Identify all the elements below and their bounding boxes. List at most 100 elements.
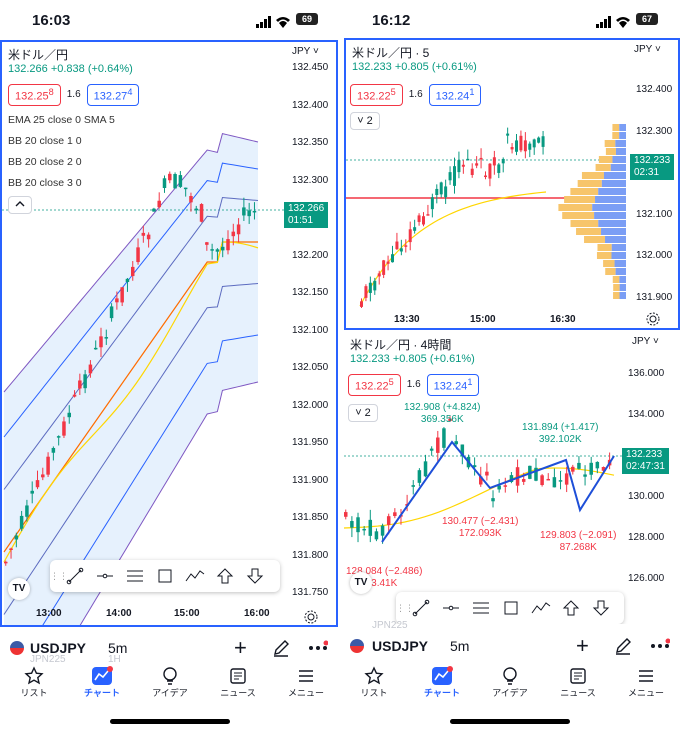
collapse-indicators-button[interactable] — [8, 196, 32, 214]
volume-profile-bar — [619, 284, 626, 291]
symbol-button[interactable]: USDJPY — [30, 640, 87, 656]
candle — [460, 444, 465, 457]
settings-gear-icon[interactable] — [304, 610, 318, 624]
interval-button[interactable]: 5m — [450, 638, 470, 654]
chart-pane-4h[interactable]: 米ドル／円 · 4時間 132.233 +0.805 (+0.61%) JPY … — [344, 332, 680, 624]
currency-selector[interactable]: JPY ˅ — [292, 46, 319, 57]
drag-handle-icon[interactable]: ⋮⋮ — [50, 570, 68, 581]
tab-menu[interactable]: メニュー — [616, 666, 676, 706]
tab-idea[interactable]: アイデア — [140, 666, 200, 706]
arrow-up-icon[interactable] — [556, 594, 586, 622]
settings-gear-icon[interactable] — [646, 312, 660, 326]
chart-header: 米ドル／円 · 4時間 132.233 +0.805 (+0.61%) — [350, 336, 475, 365]
candle — [528, 143, 532, 150]
rectangle-tool-icon[interactable] — [496, 594, 526, 622]
candle — [364, 286, 368, 298]
trendline-tool-icon[interactable] — [60, 562, 90, 590]
volume-profile-bar — [615, 148, 626, 155]
price-axis-label: 132.100 — [636, 208, 673, 220]
sell-button[interactable]: 132.258 — [8, 84, 61, 106]
interval-button[interactable]: 5m — [108, 640, 128, 656]
indicator-bb-2[interactable]: BB 20 close 2 0 — [8, 156, 82, 168]
more-icon[interactable] — [308, 639, 328, 657]
star-icon — [344, 666, 404, 686]
indicator-bb-3[interactable]: BB 20 close 3 0 — [8, 177, 82, 189]
buy-button[interactable]: 132.241 — [428, 84, 482, 106]
tab-news[interactable]: ニュース — [208, 666, 268, 706]
volume-profile-bar — [562, 212, 595, 219]
candlestick-chart-5m[interactable] — [346, 40, 680, 330]
candle — [136, 247, 140, 263]
candle — [231, 231, 236, 237]
zigzag-annotation: 129.803 (−2.091) 87.268K — [540, 530, 616, 554]
tab-star[interactable]: リスト — [4, 666, 64, 706]
candle — [595, 461, 600, 469]
left-screen: 16:03 69 米ドル／円 132.266 +0.838 (+0.64%) J… — [0, 12, 338, 724]
volume-profile-bar — [619, 124, 626, 131]
ask-price: 132.24 — [435, 90, 470, 103]
time-axis-label: 13:00 — [36, 608, 62, 619]
candle — [491, 498, 495, 502]
expand-indicators-button[interactable]: ˅ 2 — [350, 112, 380, 130]
path-tool-icon[interactable] — [180, 562, 210, 590]
candle — [386, 516, 391, 525]
fib-tool-icon[interactable] — [120, 562, 150, 590]
more-icon[interactable] — [650, 637, 670, 655]
arrow-down-icon[interactable] — [586, 594, 616, 622]
candle — [41, 474, 45, 478]
pen-icon[interactable] — [272, 639, 290, 657]
tab-menu[interactable]: メニュー — [276, 666, 336, 706]
tab-chart[interactable]: チャート — [72, 666, 132, 706]
candle — [479, 157, 483, 160]
chart-pane[interactable]: 米ドル／円 132.266 +0.838 (+0.64%) JPY ˅ 132.… — [0, 40, 338, 627]
trendline-tool-icon[interactable] — [406, 594, 436, 622]
volume-profile-bar — [619, 276, 626, 283]
arrow-down-icon[interactable] — [240, 562, 270, 590]
sell-button[interactable]: 132.225 — [348, 374, 401, 396]
path-tool-icon[interactable] — [526, 594, 556, 622]
candlestick-chart-4h[interactable] — [344, 332, 680, 624]
pen-icon[interactable] — [614, 637, 632, 655]
indicator-bb-1[interactable]: BB 20 close 1 0 — [8, 135, 82, 147]
volume-profile-bar — [570, 188, 599, 195]
buy-button[interactable]: 132.241 — [426, 374, 480, 396]
tab-star[interactable]: リスト — [344, 666, 404, 706]
home-indicator — [450, 719, 570, 724]
tab-news[interactable]: ニュース — [548, 666, 608, 706]
tab-idea[interactable]: アイデア — [480, 666, 540, 706]
candlestick-chart[interactable] — [2, 42, 338, 627]
volume-profile-bar — [603, 260, 615, 267]
horizontal-line-tool-icon[interactable] — [90, 562, 120, 590]
volume-profile-bar — [613, 292, 620, 299]
candle — [422, 216, 425, 225]
buy-button[interactable]: 132.274 — [86, 84, 140, 106]
currency-selector[interactable]: JPY ˅ — [632, 336, 659, 347]
volume-profile-bar — [594, 212, 626, 219]
indicator-ema-sma[interactable]: EMA 25 close 0 SMA 5 — [8, 114, 115, 126]
sell-button[interactable]: 132.225 — [350, 84, 403, 106]
candle — [519, 135, 523, 151]
drag-handle-icon[interactable]: ⋮⋮ — [396, 602, 414, 613]
candle — [362, 528, 366, 531]
symbol-button[interactable]: USDJPY — [372, 638, 429, 654]
bid-sup: 8 — [48, 87, 54, 97]
candle — [492, 157, 496, 166]
tab-chart[interactable]: チャート — [412, 666, 472, 706]
expand-indicators-button[interactable]: ˅ 2 — [348, 404, 378, 422]
volume-profile-bar — [581, 172, 604, 179]
fib-tool-icon[interactable] — [466, 594, 496, 622]
candle — [484, 175, 487, 178]
candle — [368, 519, 373, 536]
add-icon[interactable]: + — [234, 635, 247, 660]
candle — [391, 254, 394, 263]
volume-profile-bar — [592, 204, 626, 211]
currency-selector[interactable]: JPY ˅ — [634, 44, 661, 55]
time-axis-label: 13:30 — [394, 314, 420, 325]
chart-pane-5m[interactable]: 米ドル／円 · 5 132.233 +0.805 (+0.61%) JPY ˅ … — [344, 38, 680, 330]
ask-price: 132.24 — [433, 380, 468, 393]
add-icon[interactable]: + — [576, 633, 589, 658]
horizontal-line-tool-icon[interactable] — [436, 594, 466, 622]
candle — [439, 182, 443, 195]
rectangle-tool-icon[interactable] — [150, 562, 180, 590]
arrow-up-icon[interactable] — [210, 562, 240, 590]
